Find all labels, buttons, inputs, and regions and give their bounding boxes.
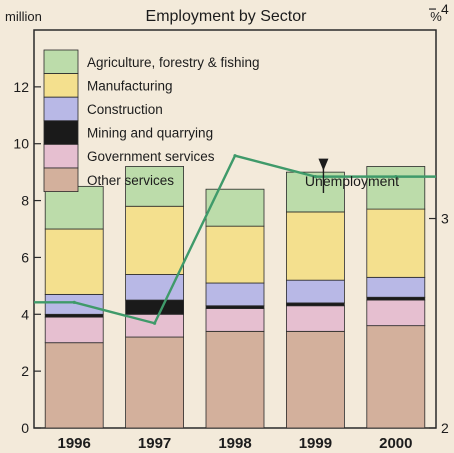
y-tick-label-6: 6 [21, 249, 29, 265]
legend-swatch-mining-and-quarrying [44, 121, 78, 145]
y-tick-label-12: 12 [13, 79, 29, 95]
bar-other-services-1996 [45, 343, 103, 428]
bar-manufacturing-1999 [286, 212, 344, 280]
legend-swatch-manufacturing [44, 74, 78, 98]
unemployment-annotation: Unemployment [305, 173, 399, 189]
bar-mining-and-quarrying-1999 [286, 303, 344, 306]
bar-agriculture-forestry-fishing-1996 [45, 186, 103, 229]
left-axis-unit: million [5, 9, 42, 24]
y-tick-label-2: 2 [21, 363, 29, 379]
y2-tick-label-4: 4 [441, 1, 449, 17]
bar-manufacturing-2000 [367, 209, 425, 277]
legend-swatch-agriculture-forestry-fishing [44, 50, 78, 74]
bar-mining-and-quarrying-2000 [367, 297, 425, 300]
bar-mining-and-quarrying-1996 [45, 314, 103, 317]
bar-agriculture-forestry-fishing-1998 [206, 189, 264, 226]
bar-government-services-2000 [367, 300, 425, 326]
y-tick-label-0: 0 [21, 420, 29, 436]
bar-manufacturing-1998 [206, 226, 264, 283]
bar-other-services-1997 [126, 337, 184, 428]
bar-manufacturing-1997 [126, 206, 184, 274]
legend-swatch-government-services [44, 144, 78, 168]
bar-construction-1999 [286, 280, 344, 303]
legend-swatch-construction [44, 97, 78, 121]
bar-other-services-1998 [206, 331, 264, 428]
legend-swatch-other-services [44, 168, 78, 192]
line-point-1998 [233, 154, 236, 157]
bar-mining-and-quarrying-1997 [126, 300, 184, 314]
y-tick-label-4: 4 [21, 306, 29, 322]
y-tick-label-10: 10 [13, 136, 29, 152]
bar-manufacturing-1996 [45, 229, 103, 294]
bar-mining-and-quarrying-1998 [206, 306, 264, 309]
line-point-1996 [73, 301, 76, 304]
legend-label-government-services: Government services [87, 149, 215, 164]
chart-title: Employment by Sector [146, 8, 308, 25]
legend-label-mining-and-quarrying: Mining and quarrying [87, 126, 213, 141]
bar-government-services-1999 [286, 306, 344, 332]
x-tick-label-1998: 1998 [218, 435, 251, 452]
y2-tick-label-3: 3 [441, 211, 449, 227]
bar-government-services-1996 [45, 317, 103, 343]
x-tick-label-1996: 1996 [58, 435, 91, 452]
bar-construction-2000 [367, 277, 425, 297]
legend-label-agriculture-forestry-fishing: Agriculture, forestry & fishing [87, 55, 260, 70]
x-tick-label-2000: 2000 [379, 435, 412, 452]
legend-label-manufacturing: Manufacturing [87, 78, 173, 93]
y-tick-label-8: 8 [21, 193, 29, 209]
x-tick-label-1999: 1999 [299, 435, 332, 452]
bar-other-services-1999 [286, 331, 344, 428]
legend-label-construction: Construction [87, 102, 163, 117]
bar-government-services-1998 [206, 309, 264, 332]
y2-tick-label-2: 2 [441, 420, 449, 436]
x-tick-label-1997: 1997 [138, 435, 171, 452]
line-point-1997 [153, 322, 156, 325]
bar-construction-1996 [45, 294, 103, 314]
legend-label-other-services: Other services [87, 173, 174, 188]
bar-construction-1998 [206, 283, 264, 306]
bar-other-services-2000 [367, 326, 425, 428]
